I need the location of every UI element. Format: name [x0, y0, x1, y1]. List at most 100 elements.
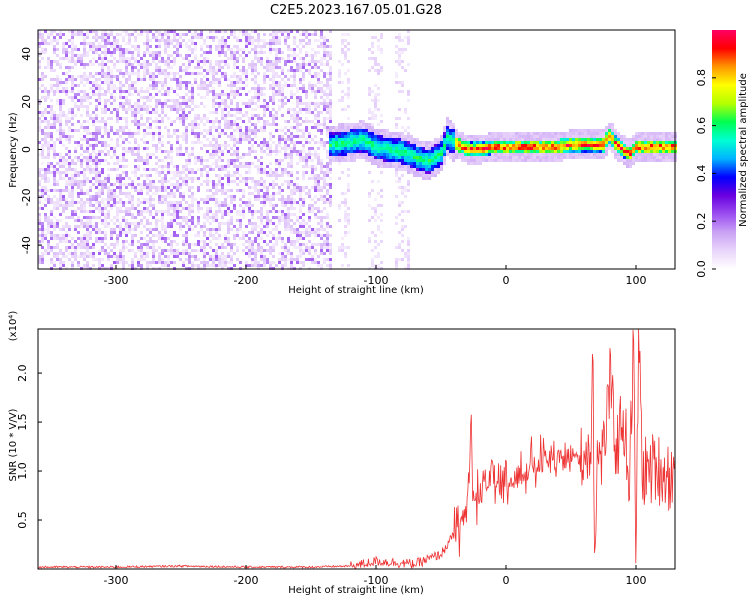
heatmap-cell	[176, 102, 179, 105]
heatmap-cell	[59, 126, 62, 129]
heatmap-cell	[269, 210, 272, 213]
heatmap-cell	[299, 222, 302, 225]
heatmap-cell	[272, 90, 275, 93]
heatmap-cell	[101, 213, 104, 216]
heatmap-cell	[371, 42, 374, 45]
heatmap-cell	[182, 99, 185, 102]
heatmap-cell	[257, 144, 260, 147]
heatmap-cell	[47, 123, 50, 126]
heatmap-cell	[305, 54, 308, 57]
heatmap-cell	[371, 129, 374, 132]
heatmap-cell	[197, 117, 200, 120]
heatmap-cell	[272, 222, 275, 225]
heatmap-cell	[236, 108, 239, 111]
heatmap-cell	[296, 183, 299, 186]
heatmap-cell	[86, 189, 89, 192]
heatmap-cell	[257, 129, 260, 132]
heatmap-cell	[170, 150, 173, 153]
heatmap-cell	[146, 207, 149, 210]
heatmap-cell	[134, 225, 137, 228]
heatmap-cell	[194, 198, 197, 201]
heatmap-cell	[272, 243, 275, 246]
heatmap-cell	[380, 132, 383, 135]
heatmap-cell	[254, 102, 257, 105]
heatmap-cell	[191, 264, 194, 267]
heatmap-cell	[326, 201, 329, 204]
heatmap-cell	[47, 189, 50, 192]
heatmap-cell	[167, 39, 170, 42]
heatmap-cell	[398, 243, 401, 246]
heatmap-cell	[176, 213, 179, 216]
heatmap-cell	[137, 189, 140, 192]
heatmap-cell	[239, 213, 242, 216]
heatmap-cell	[224, 93, 227, 96]
heatmap-cell	[203, 135, 206, 138]
heatmap-cell	[104, 132, 107, 135]
heatmap-cell	[176, 111, 179, 114]
heatmap-cell	[62, 261, 65, 264]
heatmap-cell	[308, 234, 311, 237]
heatmap-cell	[203, 255, 206, 258]
heatmap-cell	[149, 195, 152, 198]
heatmap-cell	[260, 183, 263, 186]
heatmap-cell	[359, 135, 362, 138]
heatmap-cell	[230, 180, 233, 183]
heatmap-cell	[329, 120, 332, 123]
heatmap-cell	[299, 204, 302, 207]
heatmap-cell	[242, 192, 245, 195]
heatmap-cell	[59, 228, 62, 231]
heatmap-cell	[125, 123, 128, 126]
heatmap-cell	[152, 228, 155, 231]
heatmap-cell	[206, 213, 209, 216]
heatmap-cell	[68, 45, 71, 48]
heatmap-cell	[320, 129, 323, 132]
heatmap-cell	[167, 75, 170, 78]
heatmap-cell	[89, 48, 92, 51]
heatmap-cell	[158, 198, 161, 201]
heatmap-cell	[320, 81, 323, 84]
heatmap-cell	[215, 138, 218, 141]
heatmap-cell	[314, 234, 317, 237]
heatmap-cell	[149, 264, 152, 267]
heatmap-cell	[398, 132, 401, 135]
heatmap-cell	[311, 90, 314, 93]
heatmap-cell	[302, 159, 305, 162]
heatmap-cell	[224, 117, 227, 120]
heatmap-cell	[65, 246, 68, 249]
heatmap-cell	[128, 72, 131, 75]
heatmap-cell	[155, 150, 158, 153]
heatmap-cell	[152, 255, 155, 258]
heatmap-cell	[326, 87, 329, 90]
heatmap-cell	[239, 222, 242, 225]
heatmap-cell	[242, 33, 245, 36]
heatmap-cell	[419, 174, 422, 177]
heatmap-cell	[305, 192, 308, 195]
heatmap-cell	[263, 78, 266, 81]
heatmap-cell	[218, 207, 221, 210]
heatmap-cell	[38, 42, 41, 45]
heatmap-cell	[182, 249, 185, 252]
heatmap-cell	[326, 129, 329, 132]
heatmap-cell	[86, 240, 89, 243]
heatmap-cell	[272, 78, 275, 81]
heatmap-cell	[266, 225, 269, 228]
heatmap-cell	[80, 222, 83, 225]
heatmap-cell	[230, 87, 233, 90]
heatmap-cell	[62, 162, 65, 165]
heatmap-cell	[236, 246, 239, 249]
heatmap-cell	[194, 225, 197, 228]
heatmap-cell	[245, 177, 248, 180]
heatmap-cell	[263, 33, 266, 36]
heatmap-cell	[80, 105, 83, 108]
heatmap-cell	[293, 243, 296, 246]
heatmap-cell	[164, 114, 167, 117]
heatmap-cell	[386, 165, 389, 168]
heatmap-cell	[308, 219, 311, 222]
heatmap-cell	[308, 207, 311, 210]
heatmap-cell	[338, 72, 341, 75]
heatmap-cell	[47, 240, 50, 243]
heatmap-cell	[92, 30, 95, 33]
heatmap-cell	[146, 117, 149, 120]
heatmap-cell	[89, 246, 92, 249]
heatmap-cell	[155, 117, 158, 120]
